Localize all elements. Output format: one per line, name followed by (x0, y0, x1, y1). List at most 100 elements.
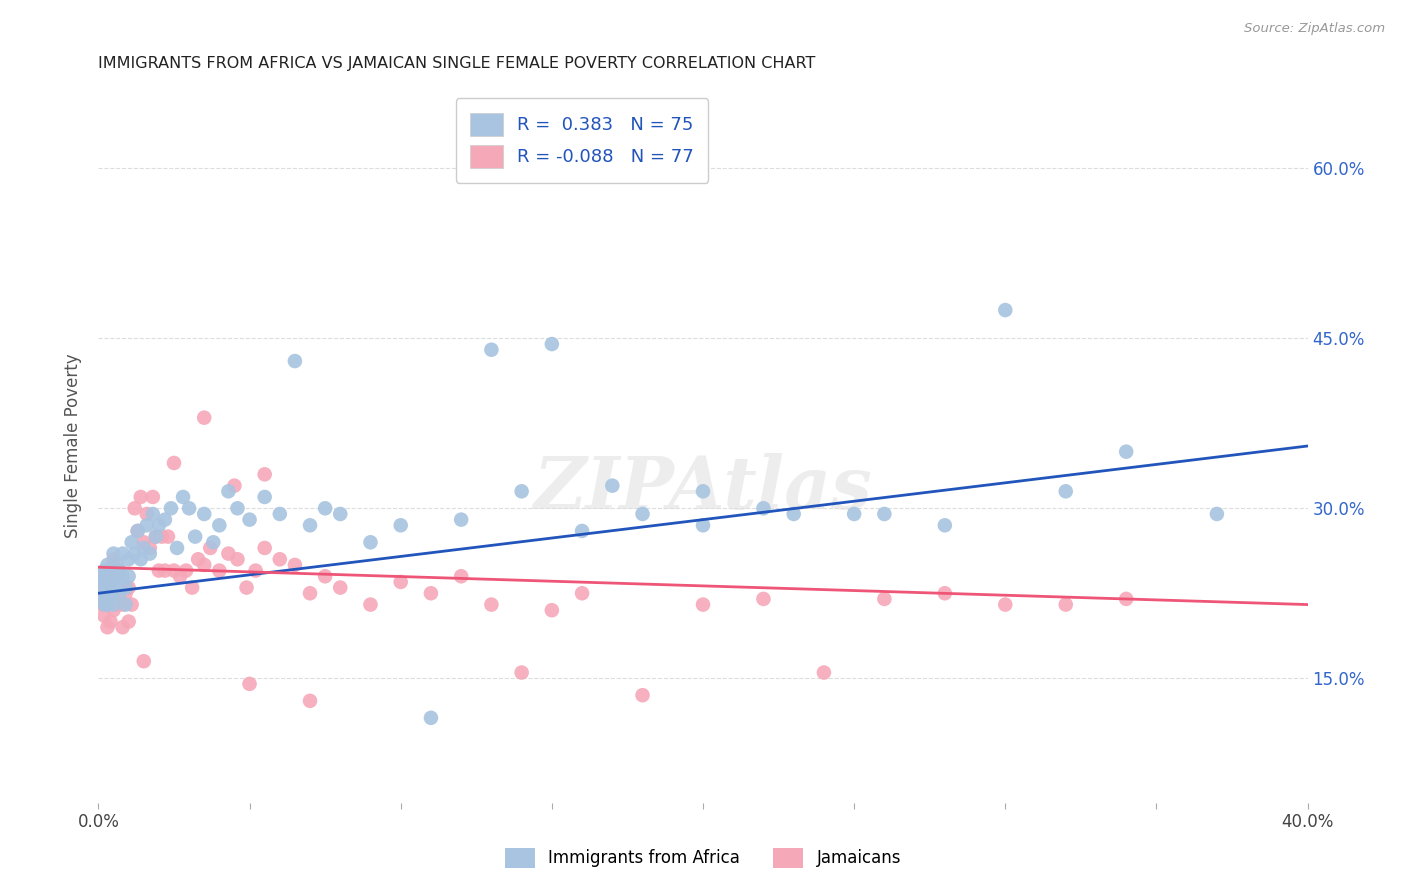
Point (187, 552, 209, 566)
Point (299, 586, 322, 600)
Point (132, 654, 155, 668)
Point (129, 490, 152, 504)
Point (90, 591, 112, 606)
Point (96, 598, 118, 612)
Point (103, 547, 125, 561)
Text: ZIPAtlas: ZIPAtlas (534, 453, 872, 524)
Point (111, 620, 134, 634)
Point (100, 615, 122, 629)
Point (100, 591, 122, 606)
Point (100, 574, 122, 589)
Point (692, 518, 714, 533)
Point (93, 598, 115, 612)
Point (114, 581, 136, 595)
Point (93, 574, 115, 589)
Point (844, 507, 866, 521)
Point (91, 586, 114, 600)
Point (163, 564, 186, 578)
Point (181, 581, 204, 595)
Point (148, 518, 170, 533)
Point (994, 598, 1017, 612)
Point (118, 615, 141, 629)
Point (156, 530, 179, 544)
Point (108, 564, 131, 578)
Point (139, 547, 162, 561)
Point (692, 598, 714, 612)
Point (118, 552, 141, 566)
Point (169, 569, 191, 583)
Point (142, 507, 165, 521)
Point (90, 598, 112, 612)
Point (108, 564, 131, 578)
Point (96, 564, 118, 578)
Point (90, 569, 112, 583)
Point (299, 518, 322, 533)
Point (934, 518, 956, 533)
Point (166, 541, 188, 555)
Point (105, 569, 128, 583)
Point (284, 354, 307, 368)
Point (226, 552, 249, 566)
Point (193, 558, 215, 572)
Point (129, 552, 152, 566)
Point (217, 484, 239, 499)
Point (124, 501, 146, 516)
Point (200, 541, 222, 555)
Point (93, 608, 115, 623)
Point (179, 501, 201, 516)
Point (245, 564, 267, 578)
Point (100, 569, 122, 583)
Point (253, 467, 276, 482)
Point (602, 478, 624, 492)
Point (150, 530, 173, 544)
Point (174, 564, 197, 578)
Point (752, 591, 775, 606)
Point (103, 574, 125, 589)
Point (571, 586, 593, 600)
Legend: Immigrants from Africa, Jamaicans: Immigrants from Africa, Jamaicans (498, 841, 908, 875)
Point (153, 564, 176, 578)
Point (96, 581, 118, 595)
Point (299, 694, 322, 708)
Point (226, 501, 249, 516)
Point (89, 581, 111, 595)
Point (121, 598, 143, 612)
Point (873, 507, 896, 521)
Point (172, 490, 194, 504)
Point (135, 518, 157, 533)
Point (1054, 598, 1077, 612)
Point (96, 591, 118, 606)
Point (105, 558, 128, 572)
Point (329, 581, 352, 595)
Point (269, 507, 291, 521)
Point (124, 547, 146, 561)
Point (813, 665, 835, 680)
Point (142, 490, 165, 504)
Point (224, 478, 246, 492)
Point (108, 586, 131, 600)
Legend: R =  0.383   N = 75, R = -0.088   N = 77: R = 0.383 N = 75, R = -0.088 N = 77 (456, 98, 709, 183)
Point (994, 303, 1017, 318)
Point (692, 484, 714, 499)
Point (132, 535, 155, 549)
Point (450, 569, 472, 583)
Point (360, 598, 382, 612)
Point (114, 598, 136, 612)
Point (631, 507, 654, 521)
Point (111, 598, 134, 612)
Point (752, 501, 775, 516)
Point (184, 530, 207, 544)
Point (193, 410, 215, 425)
Point (314, 569, 336, 583)
Point (1206, 507, 1229, 521)
Point (108, 591, 131, 606)
Point (93, 564, 115, 578)
Point (239, 677, 262, 691)
Point (239, 513, 262, 527)
Point (145, 530, 167, 544)
Point (148, 564, 170, 578)
Point (253, 541, 276, 555)
Point (163, 456, 186, 470)
Point (510, 484, 533, 499)
Y-axis label: Single Female Poverty: Single Female Poverty (65, 354, 83, 538)
